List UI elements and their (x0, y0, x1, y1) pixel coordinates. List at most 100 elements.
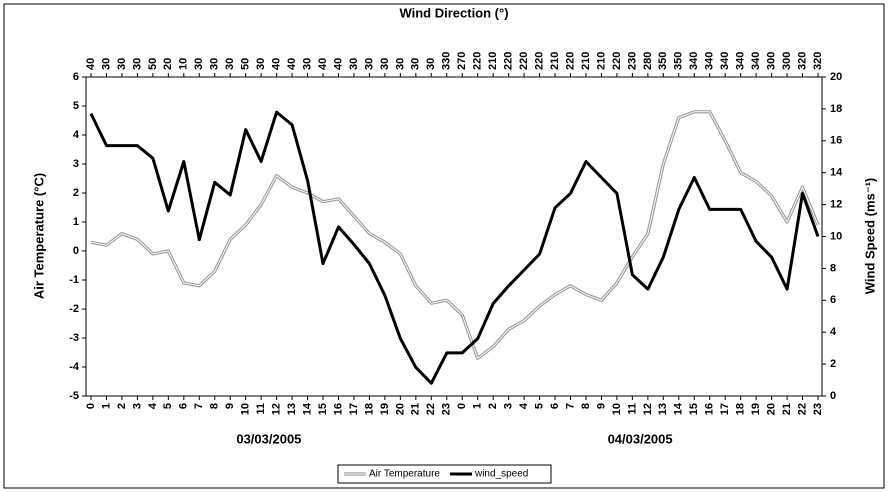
top-tick-label: 30 (348, 58, 360, 70)
top-tick-label: 20 (162, 58, 174, 70)
top-tick-label: 210 (580, 52, 592, 70)
x-tick-label: 18 (363, 403, 375, 415)
top-tick-label: 30 (193, 58, 205, 70)
top-tick-label: 220 (518, 52, 530, 70)
legend-label: wind_speed (474, 469, 528, 480)
x-tick-label: 3 (503, 403, 515, 409)
x-tick-label: 13 (286, 403, 298, 415)
y2-tick-label: 6 (830, 294, 836, 306)
x-tick-label: 1 (100, 403, 112, 409)
top-tick-label: 320 (812, 52, 824, 70)
top-tick-label: 30 (255, 58, 267, 70)
top-tick-label: 330 (441, 52, 453, 70)
top-tick-label: 40 (286, 58, 298, 70)
top-tick-label: 220 (564, 52, 576, 70)
y-tick-label: 3 (73, 158, 79, 170)
x-tick-label: 20 (394, 403, 406, 415)
top-tick-label: 300 (781, 52, 793, 70)
top-tick-label: 30 (379, 58, 391, 70)
x-tick-label: 16 (332, 403, 344, 415)
x-tick-label: 14 (673, 402, 685, 415)
x-tick-label: 14 (301, 402, 313, 415)
x-tick-label: 4 (518, 402, 530, 409)
series-line-core (90, 111, 819, 359)
y-axis-title: Air Temperature (°C) (31, 173, 46, 299)
x-tick-label: 23 (441, 403, 453, 415)
x-tick-label: 18 (735, 403, 747, 415)
x-tick-label: 2 (487, 403, 499, 409)
y-tick-label: 1 (73, 216, 79, 228)
x-tick-label: 8 (209, 403, 221, 409)
top-tick-label: 40 (271, 58, 283, 70)
top-tick-label: 30 (116, 58, 128, 70)
top-tick-label: 270 (456, 52, 468, 70)
top-tick-label: 30 (301, 58, 313, 70)
x-tick-label: 21 (410, 403, 422, 415)
x-tick-label: 0 (85, 403, 97, 409)
top-tick-label: 220 (533, 52, 545, 70)
y2-tick-label: 4 (830, 326, 837, 338)
y-tick-label: -4 (69, 361, 80, 373)
y-tick-label: 6 (73, 71, 79, 83)
top-tick-label: 30 (131, 58, 143, 70)
y2-tick-label: 16 (830, 135, 842, 147)
x-tick-label: 10 (240, 403, 252, 415)
x-tick-label: 11 (626, 403, 638, 415)
y2-tick-label: 0 (830, 390, 836, 402)
x-tick-label: 17 (348, 403, 360, 415)
y2-tick-label: 2 (830, 358, 836, 370)
y-tick-label: 0 (73, 245, 79, 257)
top-tick-label: 50 (147, 58, 159, 70)
top-tick-label: 210 (549, 52, 561, 70)
date-label: 04/03/2005 (608, 431, 673, 446)
legend-box (337, 464, 552, 484)
x-tick-label: 6 (178, 403, 190, 409)
x-tick-label: 8 (580, 403, 592, 409)
top-tick-label: 220 (611, 52, 623, 70)
series-line (89, 110, 820, 385)
x-tick-label: 10 (611, 403, 623, 415)
x-tick-label: 17 (719, 403, 731, 415)
top-tick-label: 340 (704, 52, 716, 70)
top-tick-label: 50 (240, 58, 252, 70)
top-tick-label: 10 (178, 58, 190, 70)
top-tick-label: 30 (363, 58, 375, 70)
top-tick-label: 210 (487, 52, 499, 70)
top-tick-label: 210 (595, 52, 607, 70)
top-tick-label: 30 (410, 58, 422, 70)
y2-tick-label: 10 (830, 230, 842, 242)
x-tick-label: 11 (255, 403, 267, 415)
top-tick-label: 230 (626, 52, 638, 70)
y-tick-label: -3 (69, 332, 79, 344)
top-tick-label: 280 (642, 52, 654, 70)
x-tick-label: 2 (116, 403, 128, 409)
top-tick-label: 40 (332, 58, 344, 70)
top-tick-label: 30 (209, 58, 221, 70)
top-tick-label: 220 (472, 52, 484, 70)
x-tick-label: 13 (657, 403, 669, 415)
x-tick-label: 23 (812, 403, 824, 415)
y-tick-label: -5 (69, 390, 79, 402)
top-tick-label: 40 (85, 58, 97, 70)
x-tick-label: 19 (750, 403, 762, 415)
top-tick-label: 30 (394, 58, 406, 70)
x-tick-label: 22 (796, 403, 808, 415)
x-tick-label: 5 (162, 403, 174, 409)
x-tick-label: 1 (472, 403, 484, 409)
top-tick-label: 340 (750, 52, 762, 70)
y-tick-label: -1 (69, 274, 79, 286)
x-tick-label: 15 (688, 403, 700, 415)
y-tick-label: -2 (69, 303, 79, 315)
top-tick-label: 300 (766, 52, 778, 70)
x-tick-label: 15 (317, 403, 329, 415)
y2-axis-title: Wind Speed (ms⁻¹) (862, 178, 877, 295)
x-tick-label: 16 (704, 403, 716, 415)
chart-border (3, 3, 885, 489)
x-tick-label: 3 (131, 403, 143, 409)
top-tick-label: 350 (673, 52, 685, 70)
date-label: 03/03/2005 (236, 431, 301, 446)
x-tick-label: 21 (781, 403, 793, 415)
x-tick-label: 7 (564, 403, 576, 409)
y2-tick-label: 18 (830, 103, 842, 115)
